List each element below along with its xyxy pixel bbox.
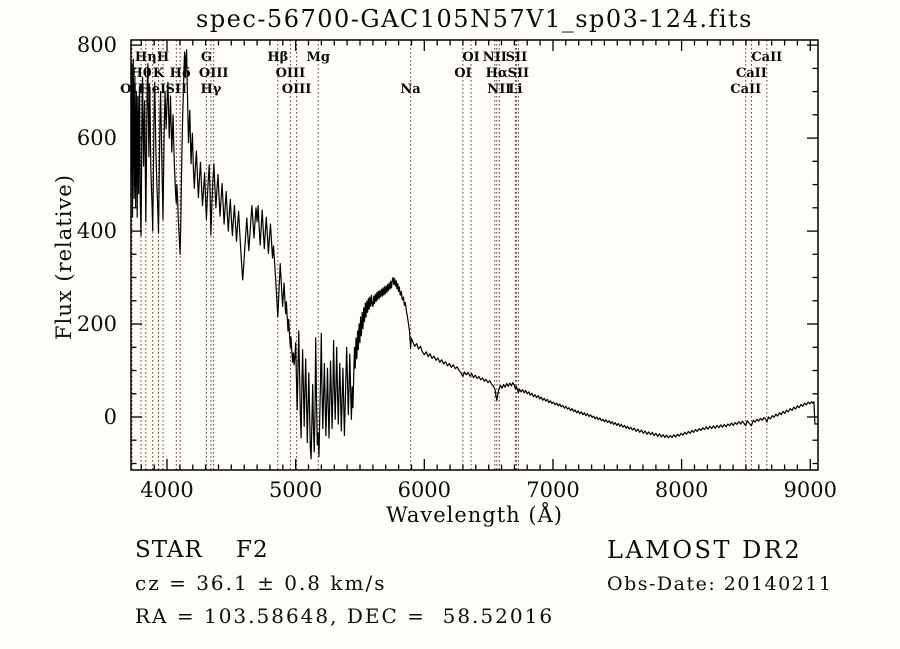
line-label-OIII: OIII: [198, 66, 229, 81]
line-label-CaII: CaII: [730, 82, 762, 97]
line-label-Hβ: Hβ: [267, 50, 289, 65]
line-label-HeI: HeI: [139, 82, 167, 97]
line-label-SII: SII: [507, 66, 530, 81]
cz-value: cz = 36.1 ± 0.8 km/s: [135, 571, 387, 595]
line-label-Hα: Hα: [485, 66, 508, 81]
x-tick-label: 8000: [654, 478, 709, 502]
y-tick-label: 200: [76, 312, 117, 337]
x-tick-label: 9000: [783, 478, 837, 502]
spectrum-trace: [130, 49, 818, 460]
line-label-CaII: CaII: [735, 66, 767, 81]
plot-title: spec-56700-GAC105N57V1_sp03-124.fits: [196, 5, 753, 33]
y-tick-label: 0: [103, 405, 117, 429]
ra-dec-value: RA = 103.58648, DEC = 58.52016: [135, 604, 555, 628]
line-label-OIII: OIII: [275, 66, 306, 81]
line-label-Na: Na: [400, 82, 421, 97]
line-label-Hθ: Hθ: [130, 66, 152, 81]
axis-ticks: [131, 40, 818, 470]
line-label-Hη: Hη: [134, 50, 157, 65]
x-tick-label: 6000: [397, 478, 452, 502]
line-label-OI: OI: [454, 66, 472, 81]
spectral-line-markers: [131, 40, 768, 470]
line-label-Li: Li: [508, 82, 523, 97]
line-label-Hγ: Hγ: [200, 82, 222, 97]
y-tick-label: 800: [76, 33, 117, 58]
line-label-SII: SII: [165, 82, 188, 97]
x-axis-title: Wavelength (Å): [386, 503, 563, 527]
line-label-OI: OI: [462, 50, 480, 65]
survey-label: LAMOST DR2: [607, 536, 803, 564]
line-label-Hδ: Hδ: [169, 66, 191, 81]
plot-frame: [130, 39, 819, 471]
line-label-NII: NII: [482, 50, 507, 65]
line-label-G: G: [200, 50, 212, 65]
y-tick-label: 400: [76, 219, 117, 244]
x-tick-label: 7000: [526, 478, 580, 502]
line-label-CaII: CaII: [751, 50, 783, 65]
line-label-OIII: OIII: [281, 82, 312, 97]
line-label-SII: SII: [505, 50, 528, 65]
line-label-Mg: Mg: [306, 50, 330, 65]
line-label-OII: OII: [120, 82, 144, 97]
line-label-H: H: [156, 50, 170, 65]
y-axis-title: Flux (relative): [52, 174, 76, 340]
x-tick-label: 5000: [268, 478, 323, 502]
y-tick-label: 600: [76, 126, 117, 151]
x-tick-label: 4000: [140, 478, 194, 502]
line-label-K: K: [152, 66, 165, 81]
line-label-NII: NII: [487, 82, 512, 97]
object-class-label: STAR F2: [135, 537, 269, 563]
obs-date-label: Obs-Date: 20140211: [607, 573, 833, 595]
